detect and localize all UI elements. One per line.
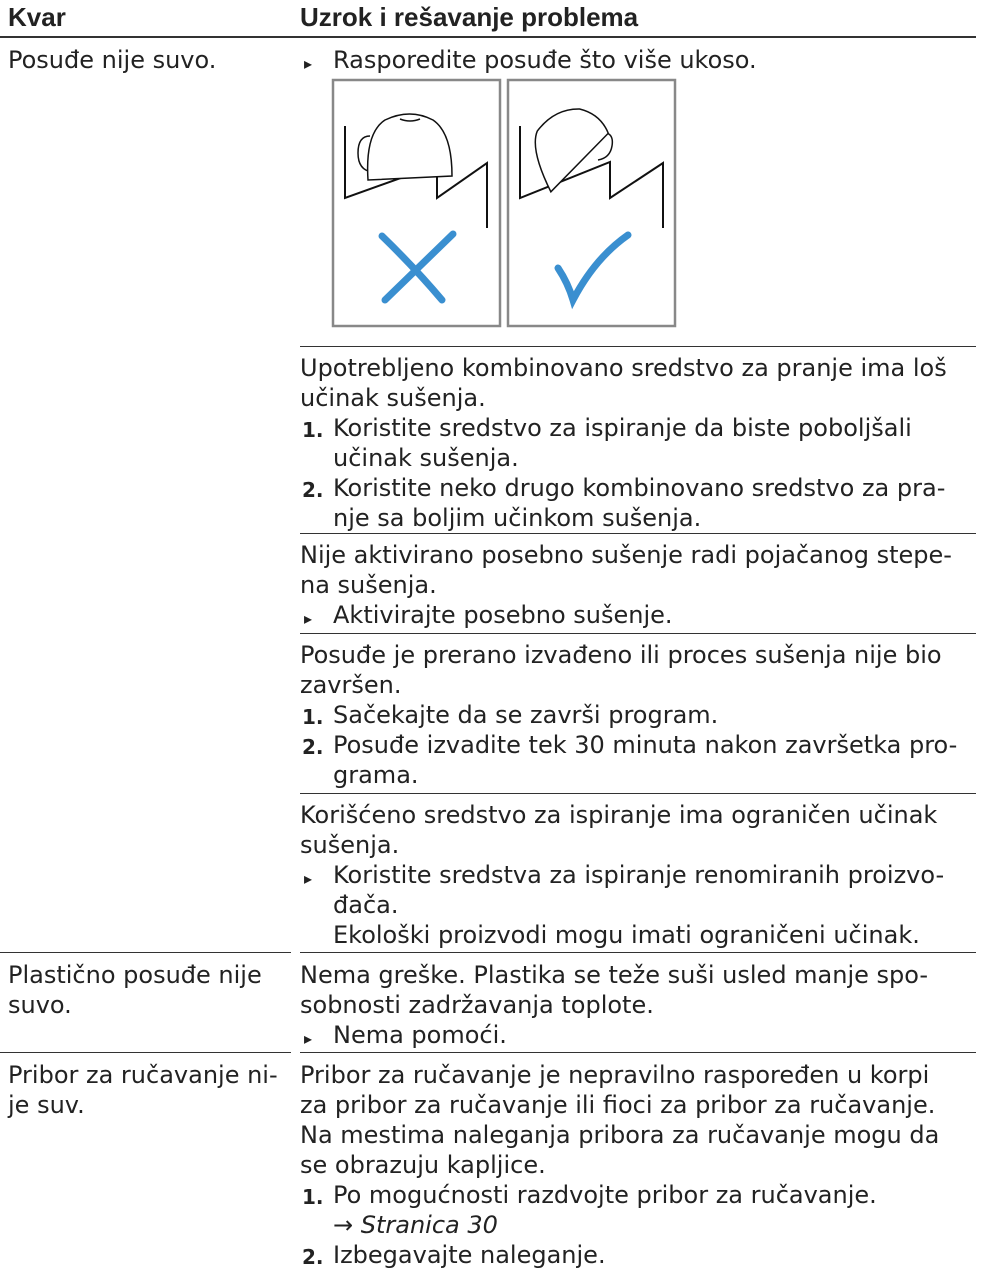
step-text: Nema pomoći. xyxy=(333,1021,507,1049)
step-text: Izbegavajte naleganje. xyxy=(333,1241,606,1269)
fault-text: Pribor za ručavanje ni- xyxy=(8,1061,278,1089)
step-marker: 2. xyxy=(302,735,324,759)
divider xyxy=(300,633,976,634)
step-marker: 1. xyxy=(302,705,324,729)
note-text: Ekološki proizvodi mogu imati ograničeni… xyxy=(333,921,920,949)
step-text: Rasporedite posuđe što više ukoso. xyxy=(333,46,757,74)
step-text: Koristite sredstvo za ispiranje da biste… xyxy=(333,414,912,442)
cause-text: na sušenja. xyxy=(300,571,437,599)
step-marker: 2. xyxy=(302,478,324,502)
cause-text: završen. xyxy=(300,671,402,699)
divider xyxy=(0,36,976,38)
divider xyxy=(300,952,976,953)
step-text: Po mogućnosti razdvojte pribor za ručava… xyxy=(333,1181,877,1209)
cause-text: učinak sušenja. xyxy=(300,384,486,412)
fault-text: suvo. xyxy=(8,991,72,1019)
drying-figure xyxy=(331,78,677,328)
cause-text: Nema greške. Plastika se teže suši usled… xyxy=(300,961,929,989)
step-text: nje sa boljim učinkom sušenja. xyxy=(333,504,702,532)
step-marker: ▸ xyxy=(304,869,313,888)
step-marker: ▸ xyxy=(304,1029,313,1048)
step-text: Posuđe izvadite tek 30 minuta nakon zavr… xyxy=(333,731,958,759)
cause-text: Korišćeno sredstvo za ispiranje ima ogra… xyxy=(300,801,938,829)
step-text: Aktivirajte posebno sušenje. xyxy=(333,601,673,629)
cause-text: Posuđe je prerano izvađeno ili proces su… xyxy=(300,641,942,669)
step-marker: ▸ xyxy=(304,54,313,73)
cause-text: Na mestima naleganja pribora za ručavanj… xyxy=(300,1121,940,1149)
header-label: Kvar xyxy=(8,2,66,32)
cause-text: sobnosti zadržavanja toplote. xyxy=(300,991,654,1019)
step-text: grama. xyxy=(333,761,419,789)
cause-text: Nije aktivirano posebno sušenje radi poj… xyxy=(300,541,952,569)
divider xyxy=(300,793,976,794)
step-text: Koristite sredstva za ispiranje renomira… xyxy=(333,861,945,889)
divider xyxy=(300,1052,976,1053)
step-text: → Stranica 30 xyxy=(333,1211,498,1239)
divider xyxy=(300,533,976,534)
step-marker: 1. xyxy=(302,1185,324,1209)
cause-text: sušenja. xyxy=(300,831,400,859)
fault-text: je suv. xyxy=(8,1091,85,1119)
step-marker: 1. xyxy=(302,418,324,442)
fault-text: Plastično posuđe nije xyxy=(8,961,262,989)
cause-text: Pribor za ručavanje je nepravilno raspor… xyxy=(300,1061,930,1089)
step-text: Koristite neko drugo kombinovano sredstv… xyxy=(333,474,946,502)
step-marker: ▸ xyxy=(304,609,313,628)
divider xyxy=(0,952,291,953)
cause-text: Upotrebljeno kombinovano sredstvo za pra… xyxy=(300,354,947,382)
divider xyxy=(300,346,976,347)
header-label: Uzrok i rešavanje problema xyxy=(300,2,639,32)
step-text: učinak sušenja. xyxy=(333,444,519,472)
step-text: đača. xyxy=(333,891,399,919)
cause-text: se obrazuju kapljice. xyxy=(300,1151,546,1179)
cause-text: za pribor za ručavanje ili fioci za prib… xyxy=(300,1091,936,1119)
divider xyxy=(0,1052,291,1053)
step-marker: 2. xyxy=(302,1245,324,1269)
step-text: Sačekajte da se završi program. xyxy=(333,701,719,729)
fault-text: Posuđe nije suvo. xyxy=(8,46,217,74)
